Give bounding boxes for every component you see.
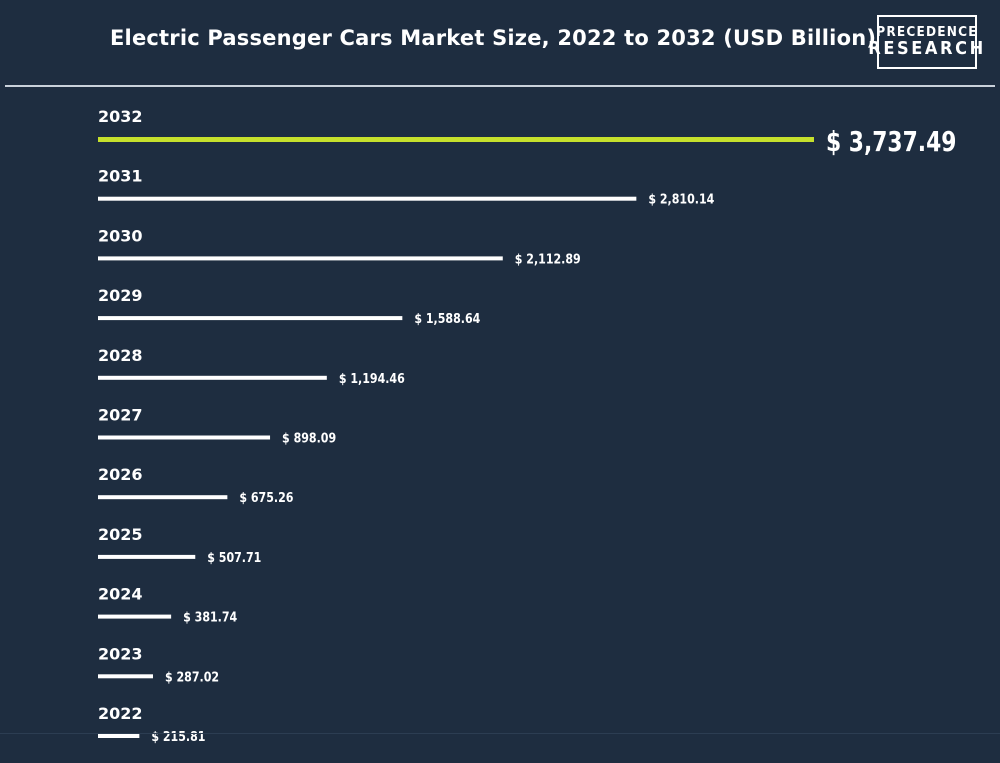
- bar-2028: [98, 375, 327, 380]
- bar-2030: [98, 256, 503, 261]
- precedence-research-logo: PRECEDENCE RESEARCH: [868, 15, 983, 69]
- year-label-2031: 2031: [98, 167, 143, 186]
- bar-2027: [98, 435, 271, 440]
- value-label-2029: $ 1,588.64: [414, 311, 480, 326]
- value-label-2026: $ 675.26: [239, 490, 293, 505]
- header-divider: [5, 85, 995, 87]
- bottom-rule: [0, 733, 1000, 734]
- bar-2032: [98, 137, 814, 142]
- year-label-2023: 2023: [98, 644, 143, 663]
- year-label-2026: 2026: [98, 465, 143, 484]
- value-label-2030: $ 2,112.89: [515, 252, 581, 267]
- bar-2026: [98, 495, 228, 500]
- bar-2025: [98, 554, 196, 559]
- year-label-2029: 2029: [98, 286, 143, 305]
- bar-2023: [98, 674, 153, 679]
- value-label-2024: $ 381.74: [183, 610, 237, 625]
- value-label-2025: $ 507.71: [207, 550, 261, 565]
- year-label-2028: 2028: [98, 346, 143, 365]
- value-label-2023: $ 287.02: [165, 669, 219, 684]
- year-label-2027: 2027: [98, 406, 143, 425]
- year-label-2024: 2024: [98, 585, 143, 604]
- bar-2024: [98, 614, 172, 619]
- year-label-2032: 2032: [98, 107, 143, 126]
- value-label-2028: $ 1,194.46: [339, 371, 405, 386]
- year-label-2030: 2030: [98, 226, 143, 245]
- value-label-2027: $ 898.09: [282, 431, 336, 446]
- value-label-2031: $ 2,810.14: [648, 192, 714, 207]
- chart-header: Electric Passenger Cars Market Size, 202…: [0, 0, 1000, 86]
- value-label-2022: $ 215.81: [151, 729, 205, 744]
- logo-line-2: RESEARCH: [868, 37, 986, 59]
- bar-2022: [98, 734, 140, 738]
- year-label-2022: 2022: [98, 704, 143, 723]
- bar-2029: [98, 316, 403, 321]
- value-label-2032: $ 3,737.49: [826, 125, 956, 157]
- chart-title: Electric Passenger Cars Market Size, 202…: [110, 26, 877, 50]
- year-label-2025: 2025: [98, 525, 143, 544]
- bar-2031: [98, 196, 637, 201]
- logo-line-1: PRECEDENCE: [876, 24, 978, 41]
